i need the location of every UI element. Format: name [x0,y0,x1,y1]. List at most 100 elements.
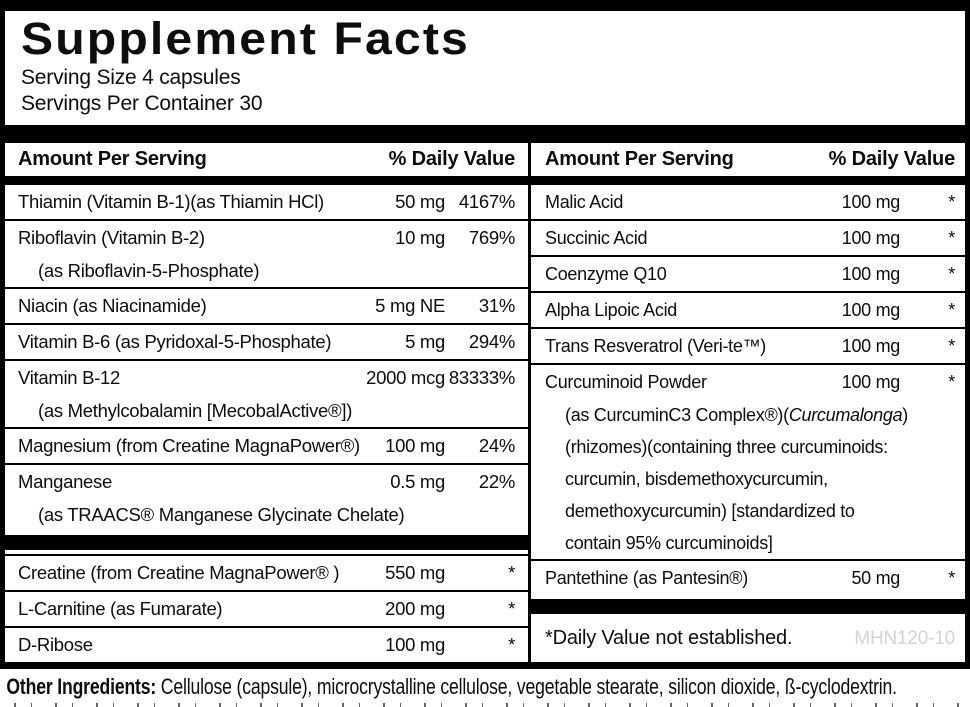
ingredient-row: Curcuminoid Powder 100 mg * (as CurcuminC3 … [531,363,965,559]
ingredient-row: Coenzyme Q10 100 mg * [531,255,965,291]
ingredient-row: Magnesium (from Creatine MagnaPower®) 100… [5,427,528,463]
column-header-daily-value: % Daily Value [388,148,516,170]
ingredient-amount: 100 mg [385,435,445,456]
ingredient-name: Vitamin B-12 [18,367,120,388]
ingredient-amount: 100 mg [841,264,901,284]
ingredient-amount: 100 mg [841,372,901,392]
ingredient-name-continued: (rhizomes)(containing three curcuminoids… [565,437,888,457]
column-header-daily-value: % Daily Value [828,148,956,170]
supplement-facts-panel: Supplement Facts Serving Size 4 capsules… [0,0,970,669]
ingredient-row: Pantethine (as Pantesin®) 50 mg * [531,559,965,595]
ingredient-daily-value: 24% [478,435,515,456]
page-title: Supplement Facts [21,13,470,64]
ingredient-daily-value: * [948,336,955,356]
ingredient-name: L-Carnitine (as Fumarate) [18,598,223,619]
ingredient-name: Coenzyme Q10 [545,264,667,284]
section-divider-bar [531,599,965,614]
right-column-header: Amount Per Serving % Daily Value [531,143,965,176]
ingredient-name-continued: (as TRAACS® Manganese Glycinate Chelate) [38,504,405,525]
ingredient-name-continued: (as Riboflavin-5-Phosphate) [38,260,260,281]
serving-size: Serving Size 4 capsules [21,66,241,89]
ingredient-daily-value: 22% [478,471,515,492]
ingredient-daily-value: * [948,372,955,392]
ingredient-row: Thiamin (Vitamin B-1)(as Thiamin HCl) 50 … [5,185,528,219]
header-divider-bar [531,176,965,185]
ingredient-row: Creatine (from Creatine MagnaPower® ) 550… [5,554,528,590]
ingredient-name: Trans Resveratrol (Veri-te™) [545,336,766,356]
ingredient-name: Pantethine (as Pantesin®) [545,568,748,588]
ingredient-name: Riboflavin (Vitamin B-2) [18,227,205,248]
ingredient-name: Manganese [18,471,112,492]
ingredient-row: D-Ribose 100 mg * [5,626,528,662]
ingredient-name: Niacin (as Niacinamide) [18,295,207,316]
ingredient-name-continued: (as Methylcobalamin [MecobalActive®]) [38,400,353,421]
ingredient-name-continued: curcumin, bisdemethoxycurcumin, [565,469,828,489]
ingredient-daily-value: 769% [468,227,515,248]
left-column-header: Amount Per Serving % Daily Value [5,143,528,176]
ingredient-daily-value: * [948,192,955,212]
ingredient-amount: 50 mg [851,568,900,588]
ingredient-amount: 5 mg NE [375,295,445,316]
ingredient-row: Succinic Acid 100 mg * [531,219,965,255]
ingredient-amount: 5 mg [405,331,445,352]
other-ingredients-label: Other Ingredients: [6,674,157,699]
ingredient-daily-value: 4167% [458,191,515,212]
ingredient-name: Vitamin B-6 (as Pyridoxal-5-Phosphate) [18,331,332,352]
facts-columns: Amount Per Serving % Daily Value Thiamin… [5,143,965,662]
ingredient-daily-value: * [508,634,515,655]
ingredient-name-continued: contain 95% curcuminoids] [565,533,773,553]
ingredient-name: Creatine (from Creatine MagnaPower® ) [18,562,340,583]
ingredient-name: Succinic Acid [545,228,648,248]
ingredient-amount: 200 mg [385,598,445,619]
other-ingredients-text: Cellulose (capsule), microcrystalline ce… [156,674,897,699]
ingredient-amount: 0.5 mg [390,471,445,492]
column-divider [528,143,531,662]
column-header-amount: Amount Per Serving [18,148,207,170]
ingredient-row: L-Carnitine (as Fumarate) 200 mg * [5,590,528,626]
daily-value-footnote: *Daily Value not established. MHN120-10 [531,618,965,661]
ingredient-row: Malic Acid 100 mg * [531,185,965,219]
ingredient-daily-value: * [948,228,955,248]
panel-header: Supplement Facts Serving Size 4 capsules… [5,11,965,125]
left-column: Amount Per Serving % Daily Value Thiamin… [5,143,528,662]
ingredient-row: Manganese 0.5 mg 22% (as TRAACS® Manganese … [5,463,528,531]
servings-per-container: Servings Per Container 30 [21,92,263,115]
ingredient-amount: 100 mg [841,228,901,248]
ingredient-amount: 10 mg [395,227,445,248]
left-ingredient-rows: Thiamin (Vitamin B-1)(as Thiamin HCl) 50 … [5,185,528,662]
ingredient-row: Vitamin B-6 (as Pyridoxal-5-Phosphate) 5 … [5,323,528,359]
ingredient-daily-value: * [508,598,515,619]
ingredient-row: Niacin (as Niacinamide) 5 mg NE 31% [5,287,528,323]
other-ingredients: Other Ingredients: Cellulose (capsule), … [0,669,970,700]
top-divider-bar [5,125,965,143]
ingredient-amount: 100 mg [841,192,901,212]
footnote-text: *Daily Value not established. [545,627,793,649]
ingredient-row: Trans Resveratrol (Veri-te™) 100 mg * [531,327,965,363]
ingredient-daily-value: * [948,568,955,588]
ingredient-amount: 100 mg [385,634,445,655]
ingredient-amount: 50 mg [395,191,445,212]
ingredient-daily-value: * [948,300,955,320]
ingredient-name: Magnesium (from Creatine MagnaPower®) [18,435,360,456]
ingredient-amount: 100 mg [841,336,901,356]
ingredient-amount: 100 mg [841,300,901,320]
clipped-text-line [14,703,960,707]
product-code: MHN120-10 [854,628,955,649]
ingredient-daily-value: * [508,562,515,583]
ingredient-name: Curcuminoid Powder [545,372,707,392]
ingredient-amount: 550 mg [385,562,445,583]
ingredient-daily-value: 294% [468,331,515,352]
ingredient-daily-value: 83333% [448,367,515,388]
ingredient-name: Malic Acid [545,192,624,212]
ingredient-row: Alpha Lipoic Acid 100 mg * [531,291,965,327]
ingredient-name-continued: (as CurcuminC3 Complex®)(Curcumalonga) [565,405,908,425]
ingredient-row: Vitamin B-12 2000 mcg 83333% (as Methylcoba… [5,359,528,427]
ingredient-daily-value: 31% [478,295,515,316]
ingredient-name: D-Ribose [18,634,93,655]
right-ingredient-rows: Malic Acid 100 mg * Succinic Acid 100 mg * Coe… [531,185,965,614]
ingredient-row: Riboflavin (Vitamin B-2) 10 mg 769% (as Rib… [5,219,528,287]
ingredient-daily-value: * [948,264,955,284]
column-header-amount: Amount Per Serving [545,148,734,170]
right-column: Amount Per Serving % Daily Value Malic A… [531,143,965,662]
ingredient-name-continued: demethoxycurcumin) [standardized to [565,501,855,521]
